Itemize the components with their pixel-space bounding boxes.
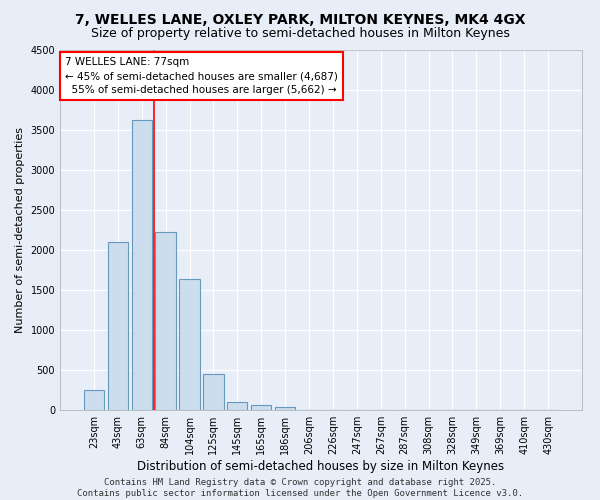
Text: Size of property relative to semi-detached houses in Milton Keynes: Size of property relative to semi-detach… [91,28,509,40]
Text: 7, WELLES LANE, OXLEY PARK, MILTON KEYNES, MK4 4GX: 7, WELLES LANE, OXLEY PARK, MILTON KEYNE… [75,12,525,26]
Bar [155,232,176,410]
Bar [203,374,224,410]
Bar [84,390,104,410]
X-axis label: Distribution of semi-detached houses by size in Milton Keynes: Distribution of semi-detached houses by … [137,460,505,473]
Y-axis label: Number of semi-detached properties: Number of semi-detached properties [15,127,25,333]
Bar [275,407,295,410]
Text: Contains HM Land Registry data © Crown copyright and database right 2025.
Contai: Contains HM Land Registry data © Crown c… [77,478,523,498]
Bar [227,402,247,410]
Bar [107,242,128,410]
Bar [179,279,200,410]
Bar [131,120,152,410]
Text: 7 WELLES LANE: 77sqm
← 45% of semi-detached houses are smaller (4,687)
  55% of : 7 WELLES LANE: 77sqm ← 45% of semi-detac… [65,57,338,95]
Bar [251,405,271,410]
